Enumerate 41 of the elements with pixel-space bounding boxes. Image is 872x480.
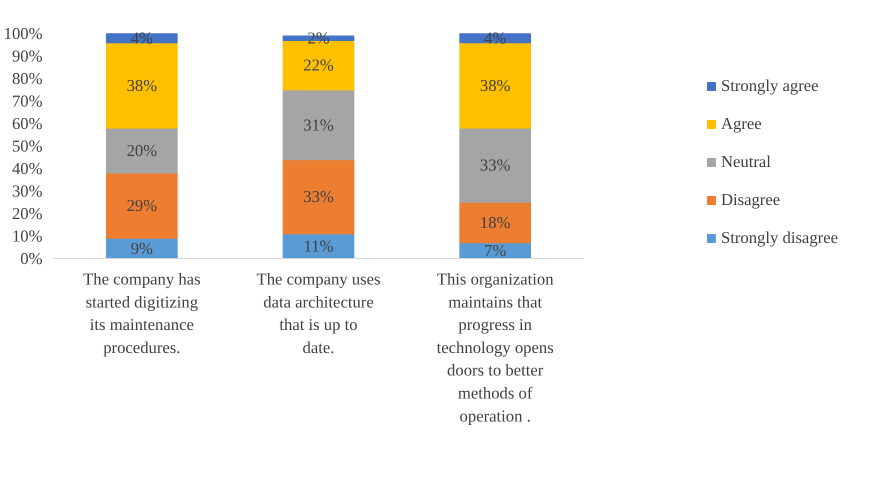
data-label: 7%: [484, 241, 506, 260]
y-tick-label: 0%: [20, 249, 43, 268]
bar: [106, 128, 178, 174]
bar: [282, 89, 354, 160]
x-tick-label: The company uses data architecture that is up to date.: [256, 270, 380, 357]
data-label: 4%: [130, 28, 154, 48]
legend-label: Agree: [720, 114, 762, 134]
y-tick-label: 70%: [12, 92, 43, 111]
data-label: 38%: [126, 76, 158, 95]
data-label: 18%: [480, 213, 511, 232]
x-tick-label: This organization maintains that progress in technology opens doors to better methods of operation .: [436, 270, 554, 426]
legend-label: Neutral: [720, 152, 771, 172]
bar: [459, 42, 531, 129]
bar: [459, 128, 531, 203]
y-tick-label: 80%: [12, 69, 43, 88]
y-tick-label: 40%: [12, 159, 43, 178]
y-tick-label: 90%: [12, 46, 43, 66]
bar: [106, 42, 178, 129]
data-label: 29%: [126, 196, 158, 216]
y-tick-label: 30%: [12, 182, 43, 201]
data-label: 38%: [480, 76, 511, 95]
legend-label: Strongly agree: [720, 76, 819, 96]
data-label: 9%: [130, 238, 154, 258]
data-label: 22%: [303, 56, 334, 75]
data-label: 20%: [126, 141, 158, 160]
x-tick-label: The company has started digitizing its maintenance procedures.: [83, 270, 201, 357]
y-tick-label: 50%: [12, 136, 43, 156]
y-tick-label: 10%: [12, 226, 43, 246]
bar: [106, 172, 178, 239]
y-tick-label: 100%: [4, 24, 43, 44]
data-label: 4%: [484, 28, 506, 48]
legend-label: Disagree: [720, 190, 780, 210]
data-label: 33%: [303, 187, 334, 206]
bar: [282, 159, 354, 234]
y-tick-label: 60%: [12, 114, 43, 134]
data-label: 11%: [304, 236, 334, 256]
data-label: 31%: [303, 115, 334, 134]
bar: [459, 202, 531, 244]
data-label: 33%: [480, 156, 511, 175]
y-tick-label: 20%: [12, 204, 43, 224]
legend-label: Strongly disagree: [720, 228, 838, 248]
